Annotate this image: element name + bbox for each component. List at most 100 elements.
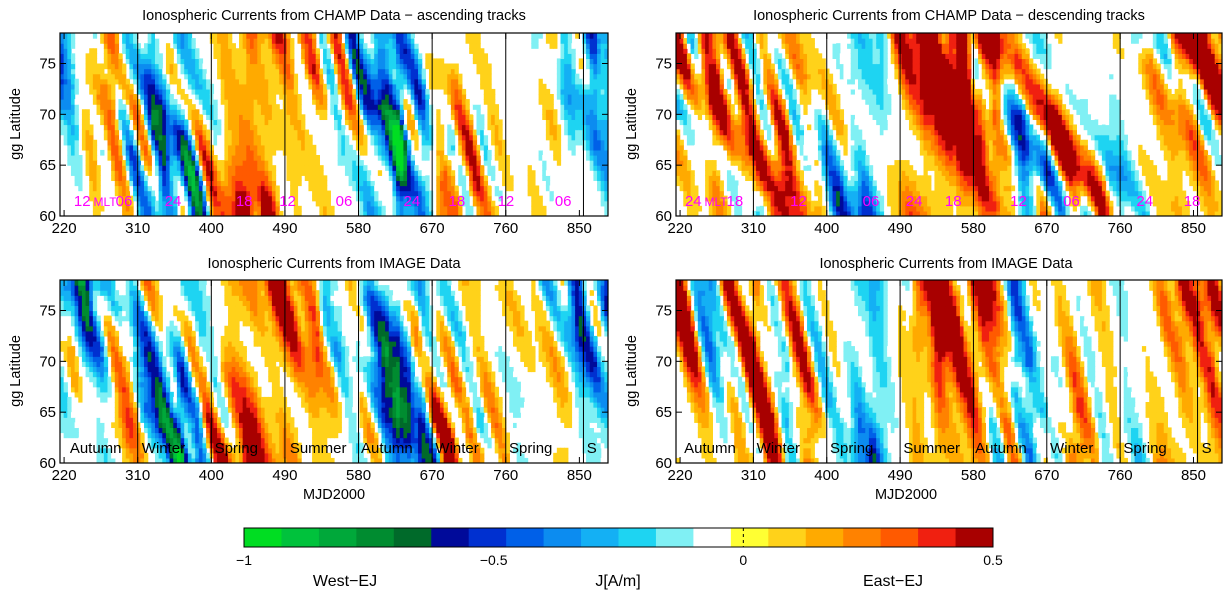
heatmap-cell <box>425 149 430 156</box>
heatmap-cell <box>425 175 430 182</box>
heatmap-cell <box>392 205 397 212</box>
heatmap-cell <box>759 88 764 95</box>
heatmap-cell <box>737 114 743 121</box>
heatmap-cell <box>825 139 830 146</box>
heatmap-cell <box>781 99 786 105</box>
heatmap-cell <box>767 165 772 171</box>
heatmap-cell <box>836 43 841 49</box>
heatmap-cell <box>839 58 845 65</box>
heatmap-cell <box>564 83 569 90</box>
heatmap-cell <box>297 180 302 187</box>
heatmap-cell <box>70 149 76 156</box>
heatmap-cell <box>144 160 149 166</box>
heatmap-cell <box>125 200 131 207</box>
heatmap-cell <box>788 78 794 85</box>
heatmap-cell <box>154 53 160 60</box>
heatmap-cell <box>286 88 291 95</box>
heatmap-cell <box>472 134 478 141</box>
heatmap-cell <box>100 149 105 156</box>
heatmap-cell <box>209 144 215 151</box>
heatmap-cell <box>604 144 608 151</box>
heatmap-cell <box>741 134 746 141</box>
heatmap-cell <box>228 195 233 202</box>
heatmap-cell <box>118 170 123 176</box>
heatmap-cell <box>716 48 721 54</box>
heatmap-cell <box>498 190 503 197</box>
heatmap-cell <box>154 129 160 136</box>
heatmap-cell <box>246 83 251 90</box>
heatmap-cell <box>315 195 320 202</box>
heatmap-cell <box>439 160 445 166</box>
heatmap-cell <box>217 195 222 202</box>
heatmap-cell <box>217 58 222 65</box>
heatmap-cell <box>122 170 127 176</box>
heatmap-cell <box>231 94 236 100</box>
heatmap-cell <box>571 124 576 131</box>
heatmap-cell <box>825 195 830 202</box>
heatmap-cell <box>260 73 266 80</box>
heatmap-cell <box>268 149 273 156</box>
heatmap-cell <box>770 94 775 100</box>
heatmap-cell <box>414 114 419 121</box>
heatmap-cell <box>436 165 441 171</box>
heatmap-cell <box>465 134 470 141</box>
heatmap-cell <box>275 104 280 110</box>
heatmap-cell <box>807 43 812 49</box>
heatmap-cell <box>249 200 255 207</box>
heatmap-cell <box>712 170 717 176</box>
heatmap-cell <box>730 43 735 49</box>
heatmap-cell <box>701 43 706 49</box>
heatmap-cell <box>465 38 470 44</box>
heatmap-cell <box>330 63 335 70</box>
heatmap-cell <box>337 129 342 136</box>
heatmap-cell <box>560 48 565 54</box>
heatmap-cell <box>268 144 273 151</box>
heatmap-cell <box>425 185 430 192</box>
heatmap-cell <box>676 53 681 60</box>
heatmap-cell <box>586 155 591 161</box>
heatmap-cell <box>198 114 204 121</box>
heatmap-cell <box>567 88 573 95</box>
heatmap-cell <box>315 190 320 197</box>
heatmap-cell <box>465 144 470 151</box>
heatmap-cell <box>491 170 496 176</box>
heatmap-cell <box>187 149 193 156</box>
heatmap-cell <box>752 78 757 85</box>
heatmap-cell <box>542 170 547 176</box>
heatmap-cell <box>756 200 761 207</box>
heatmap-cell <box>686 38 692 44</box>
heatmap-cell <box>271 58 277 65</box>
heatmap-cell <box>571 58 576 65</box>
heatmap-cell <box>257 114 262 121</box>
heatmap-cell <box>275 68 280 75</box>
heatmap-cell <box>275 200 280 207</box>
heatmap-cell <box>716 83 721 90</box>
heatmap-cell <box>597 58 602 65</box>
heatmap-cell <box>118 83 123 90</box>
heatmap-cell <box>604 119 608 126</box>
heatmap-cell <box>792 38 797 44</box>
heatmap-cell <box>176 83 182 90</box>
heatmap-cell <box>158 170 163 176</box>
heatmap-cell <box>828 33 834 39</box>
heatmap-cell <box>461 190 467 197</box>
heatmap-cell <box>67 63 72 70</box>
heatmap-cell <box>202 195 207 202</box>
heatmap-cell <box>407 195 412 202</box>
heatmap-cell <box>821 149 826 156</box>
heatmap-cell <box>480 205 485 212</box>
heatmap-cell <box>308 155 313 161</box>
heatmap-cell <box>268 114 273 121</box>
heatmap-cell <box>480 195 485 202</box>
heatmap-cell <box>359 175 364 182</box>
heatmap-cell <box>472 185 478 192</box>
heatmap-cell <box>370 99 375 105</box>
heatmap-cell <box>734 129 739 136</box>
heatmap-cell <box>96 175 101 182</box>
heatmap-cell <box>597 83 602 90</box>
heatmap-cell <box>187 175 193 182</box>
heatmap-cell <box>290 134 295 141</box>
heatmap-cell <box>162 73 167 80</box>
heatmap-cell <box>593 63 598 70</box>
heatmap-cell <box>712 63 717 70</box>
